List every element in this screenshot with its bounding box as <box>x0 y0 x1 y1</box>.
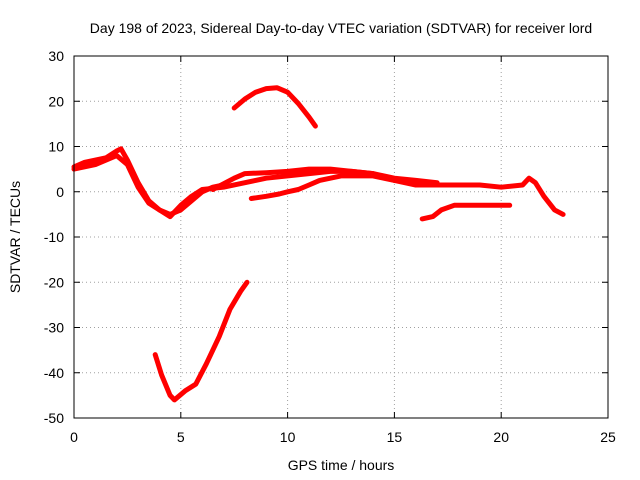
x-tick-label: 5 <box>177 429 185 445</box>
series-arc-1-main <box>71 146 566 220</box>
y-tick-label: 0 <box>56 184 64 200</box>
x-axis-label: GPS time / hours <box>288 457 395 473</box>
x-tick-label: 20 <box>493 429 509 445</box>
x-tick-label: 0 <box>70 429 78 445</box>
y-tick-label: 20 <box>48 93 64 109</box>
y-tick-label: -50 <box>44 410 64 426</box>
series-arc-6-offset <box>248 173 397 201</box>
chart-title: Day 198 of 2023, Sidereal Day-to-day VTE… <box>90 20 592 36</box>
x-tick-label: 10 <box>280 429 296 445</box>
y-tick-label: 10 <box>48 139 64 155</box>
series-arc-5-deep <box>152 279 250 403</box>
series-arc-3-middle <box>210 166 440 192</box>
y-tick-label: -30 <box>44 320 64 336</box>
series-arc-7-late <box>419 202 513 222</box>
x-tick-label: 25 <box>600 429 616 445</box>
y-tick-label: -40 <box>44 365 64 381</box>
series-arc-4-upper <box>231 85 318 129</box>
grid <box>74 56 608 418</box>
x-tick-label: 15 <box>387 429 403 445</box>
y-tick-label: -20 <box>44 274 64 290</box>
axis-ticks: 0 5 10 15 20 25 -50 -40 -30 -20 -10 0 10 20 30 <box>44 48 616 445</box>
y-tick-label: 30 <box>48 48 64 64</box>
data-series <box>71 85 566 403</box>
y-axis-label: SDTVAR / TECUs <box>7 181 23 293</box>
y-tick-label: -10 <box>44 229 64 245</box>
series-arc-2-lower <box>71 153 226 217</box>
